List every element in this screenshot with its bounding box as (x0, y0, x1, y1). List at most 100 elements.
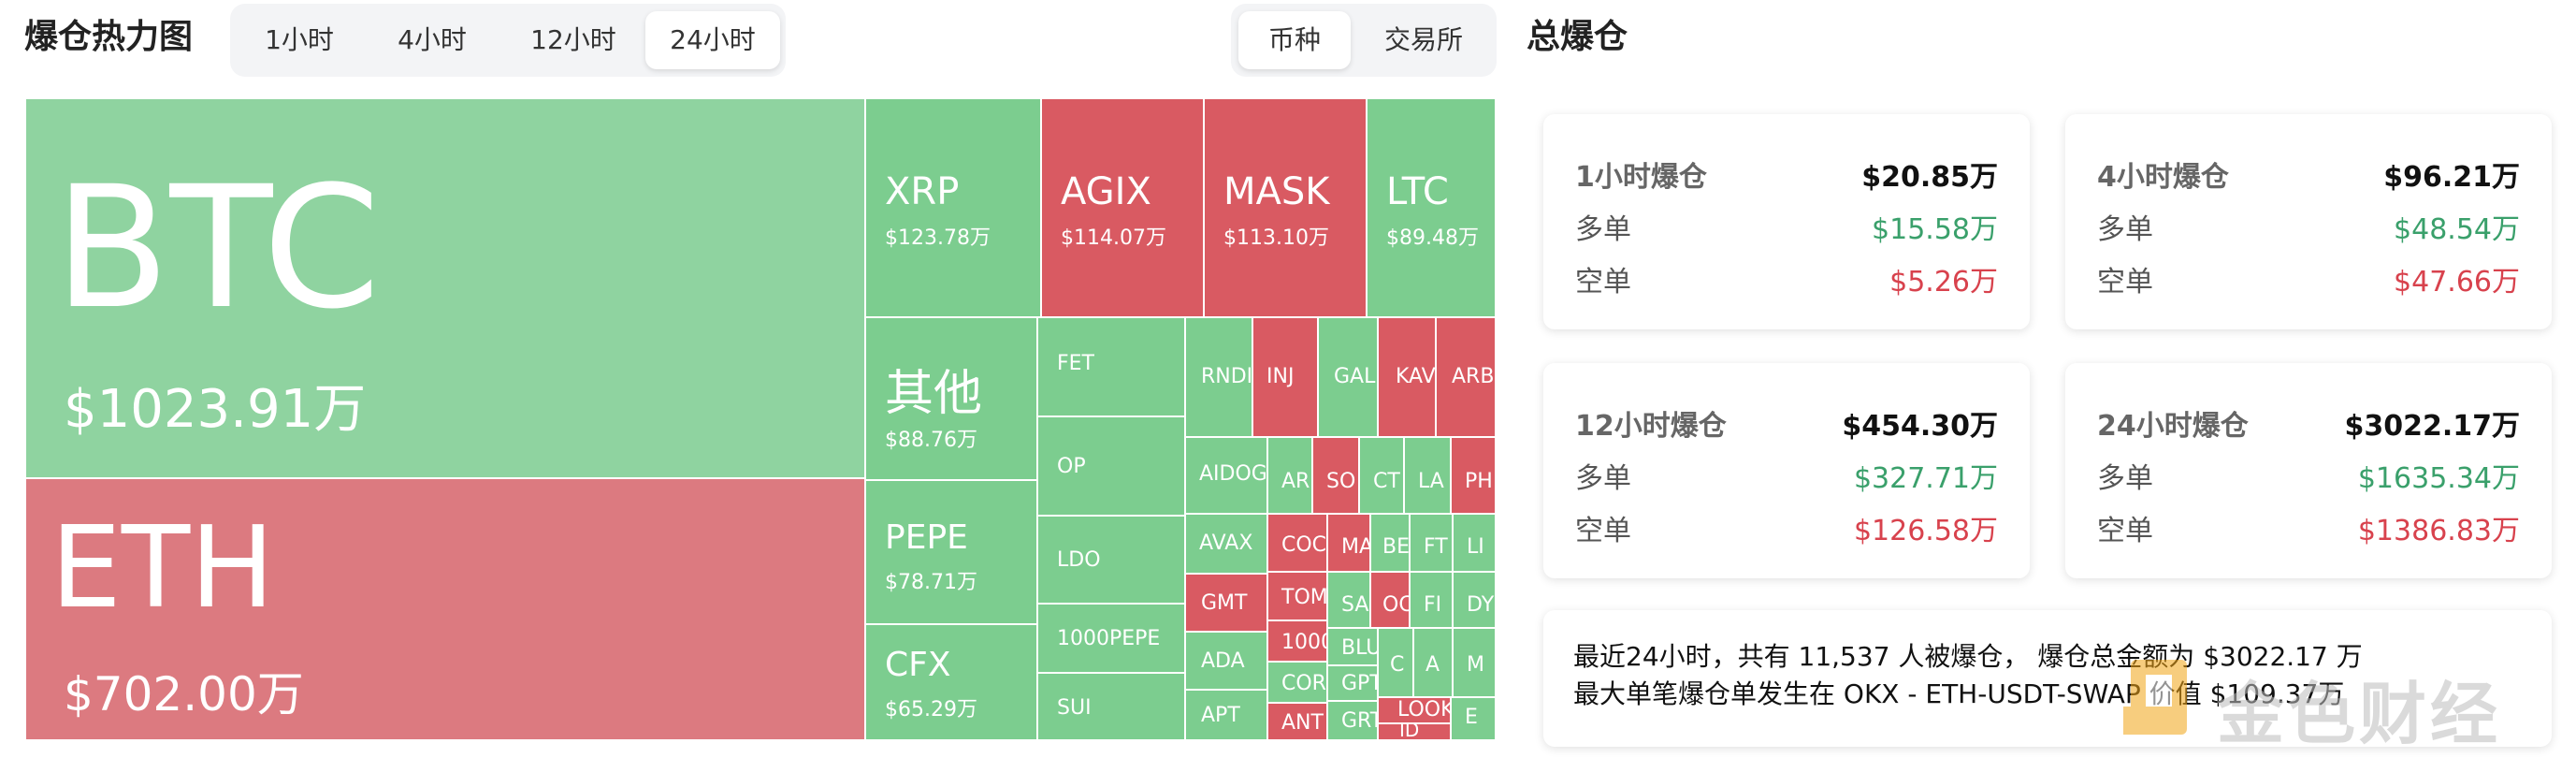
tile-1000[interactable]: 1000 (1266, 620, 1328, 663)
tile-value: $114.07万 (1061, 226, 1166, 250)
tile-ltc[interactable]: LTC $89.48万 (1366, 97, 1497, 318)
tile-kav[interactable]: KAV (1377, 316, 1437, 438)
tile-symbol: ADA (1201, 649, 1245, 673)
tile-la[interactable]: LA (1403, 436, 1452, 515)
tile-ant[interactable]: ANT (1266, 702, 1328, 741)
tab-4h[interactable]: 4小时 (398, 24, 467, 55)
tile-fi[interactable]: FI (1409, 571, 1454, 629)
tile-oc[interactable]: OC (1369, 571, 1411, 629)
tile-eth[interactable]: ETH $702.00万 (24, 477, 866, 741)
tile-op[interactable]: OP (1036, 415, 1186, 517)
tile-symbol: LA (1418, 470, 1444, 493)
tile-value: $123.78万 (885, 226, 991, 250)
tile-symbol: SUI (1057, 696, 1092, 720)
short-value: $126.58万 (1853, 515, 1998, 547)
tile-symbol: TOM (1281, 586, 1328, 609)
tile-symbol: OP (1057, 455, 1086, 478)
tile-grt[interactable]: GRT (1326, 700, 1379, 741)
tile-cfx[interactable]: CFX $65.29万 (864, 623, 1038, 741)
tile-xrp[interactable]: XRP $123.78万 (864, 97, 1042, 318)
tile-tom[interactable]: TOM (1266, 571, 1328, 621)
card-label: 12小时爆仓 (1575, 410, 1727, 443)
tile-symbol: 其他 (885, 366, 983, 422)
tile-symbol: GPT (1341, 672, 1379, 695)
tile-value: $113.10万 (1223, 226, 1329, 250)
tile-symbol: A (1425, 653, 1440, 677)
tile-1000pepe[interactable]: 1000PEPE (1036, 603, 1186, 674)
tile-symbol: GAL (1334, 365, 1376, 388)
tile-symbol: KAV (1396, 365, 1436, 388)
tile-symbol: AR (1281, 470, 1310, 493)
tile-fet[interactable]: FET (1036, 316, 1186, 417)
tile-dy[interactable]: DY (1452, 571, 1497, 629)
tile-value: $65.29万 (885, 698, 977, 722)
tile-rndr[interactable]: RNDI (1184, 316, 1253, 438)
tile-gpt[interactable]: GPT (1326, 664, 1379, 702)
tile-symbol: ARB (1452, 365, 1495, 388)
tile-symbol: FT (1424, 535, 1448, 559)
tile-cor[interactable]: COR (1266, 661, 1328, 704)
tile-pepe[interactable]: PEPE $78.71万 (864, 479, 1038, 625)
tile-sui[interactable]: SUI (1036, 672, 1186, 741)
tile-symbol: 1000PEPE (1057, 627, 1161, 650)
tile-gal[interactable]: GAL (1317, 316, 1379, 438)
tile-value: $1023.91万 (64, 379, 367, 440)
tile-symbol: APT (1201, 704, 1240, 727)
view-tabs: 币种 交易所 (1231, 4, 1497, 77)
tile-c[interactable]: C (1377, 627, 1414, 698)
short-label: 空单 (2097, 266, 2153, 299)
tab-1h[interactable]: 1小时 (265, 24, 334, 55)
card-label: 4小时爆仓 (2097, 161, 2229, 194)
tile-inj[interactable]: INJ (1252, 316, 1319, 438)
tile-avax[interactable]: AVAX (1184, 513, 1268, 575)
short-label: 空单 (2097, 515, 2153, 547)
tile-blu[interactable]: BLU (1326, 627, 1379, 666)
long-value: $15.58万 (1872, 213, 1998, 246)
tile-e[interactable]: E (1450, 696, 1497, 741)
tile-apt[interactable]: APT (1184, 689, 1268, 741)
note-line-2: 最大单笔爆仓单发生在 OKX - ETH-USDT-SWAP 价值 $109.3… (1573, 678, 2345, 709)
tile-symbol: XRP (885, 170, 960, 213)
tile-sa[interactable]: SA (1326, 571, 1371, 629)
tile-symbol: SO (1326, 470, 1356, 493)
tab-24h[interactable]: 24小时 (645, 11, 780, 69)
tile-gmt[interactable]: GMT (1184, 573, 1268, 633)
tile-coco[interactable]: COCO (1266, 513, 1328, 573)
tile-ada[interactable]: ADA (1184, 631, 1268, 691)
long-value: $48.54万 (2394, 213, 2520, 246)
summary-card-12h: 12小时爆仓 $454.30万 多单 $327.71万 空单 $126.58万 (1543, 363, 2030, 578)
tile-ctk[interactable]: CT (1358, 436, 1405, 515)
tile-li[interactable]: LI (1452, 513, 1497, 573)
tile-symbol: GRT (1341, 709, 1379, 733)
tab-12h[interactable]: 12小时 (530, 24, 616, 55)
tile-symbol: AVAX (1199, 532, 1253, 555)
tile-other[interactable]: 其他 $88.76万 (864, 316, 1038, 481)
tile-ft[interactable]: FT (1409, 513, 1454, 573)
tile-look[interactable]: LOOK (1377, 696, 1452, 724)
tile-ldo[interactable]: LDO (1036, 515, 1186, 605)
tab-exchange[interactable]: 交易所 (1383, 24, 1463, 55)
tile-symbol: BTC (54, 151, 381, 346)
tile-symbol: COCO (1281, 533, 1327, 557)
tile-agix[interactable]: AGIX $114.07万 (1040, 97, 1205, 318)
tile-symbol: AIDOG (1199, 462, 1267, 486)
watermark-logo: 金色财经 (2114, 646, 2563, 753)
tile-a[interactable]: A (1412, 627, 1454, 698)
liquidation-heatmap: BTC $1023.91万 ETH $702.00万 XRP $123.78万 … (24, 97, 1497, 741)
tile-ph[interactable]: PH (1450, 436, 1497, 515)
tile-sol[interactable]: SO (1311, 436, 1360, 515)
tile-m[interactable]: M (1452, 627, 1497, 698)
tile-ar[interactable]: AR (1266, 436, 1313, 515)
tile-aidoge[interactable]: AIDOG (1184, 436, 1268, 515)
tile-be[interactable]: BE (1369, 513, 1411, 573)
card-label: 1小时爆仓 (1575, 161, 1707, 194)
tile-btc[interactable]: BTC $1023.91万 (24, 97, 866, 479)
tile-value: $78.71万 (885, 571, 977, 594)
tile-mask[interactable]: MASK $113.10万 (1203, 97, 1368, 318)
tab-coin[interactable]: 币种 (1238, 11, 1351, 69)
tile-ma[interactable]: MA (1326, 513, 1371, 573)
long-label: 多单 (2097, 213, 2153, 246)
tile-id[interactable]: ID (1377, 722, 1452, 741)
tile-arb[interactable]: ARB (1435, 316, 1497, 438)
time-range-tabs: 1小时 4小时 12小时 24小时 (230, 4, 786, 77)
